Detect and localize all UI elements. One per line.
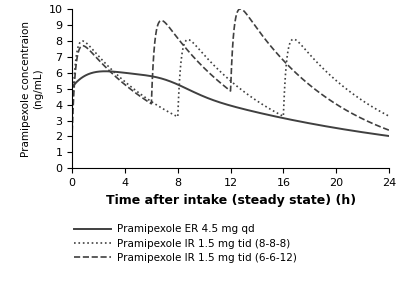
X-axis label: Time after intake (steady state) (h): Time after intake (steady state) (h) — [105, 194, 356, 207]
Legend: Pramipexole ER 4.5 mg qd, Pramipexole IR 1.5 mg tid (8-8-8), Pramipexole IR 1.5 : Pramipexole ER 4.5 mg qd, Pramipexole IR… — [74, 224, 297, 263]
Y-axis label: Pramipexole concentraion
(ng/mL): Pramipexole concentraion (ng/mL) — [21, 21, 43, 157]
